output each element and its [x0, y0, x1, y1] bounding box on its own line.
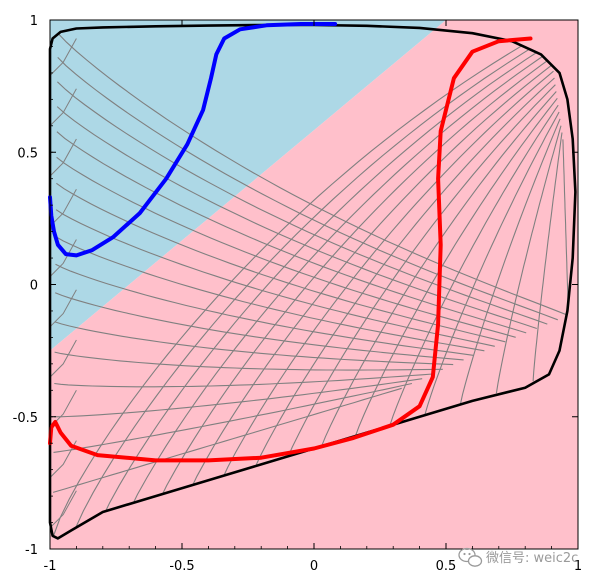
mesh-line	[353, 97, 558, 440]
mesh-line	[388, 104, 559, 429]
mesh-line	[53, 378, 423, 418]
mesh-line	[54, 292, 464, 361]
mesh-line	[52, 387, 402, 493]
mesh-line	[219, 70, 554, 484]
mesh-line	[50, 38, 77, 76]
x-tick-label: -1	[44, 559, 57, 574]
mesh-line	[423, 111, 560, 417]
mesh-line	[55, 236, 485, 352]
mesh-line	[57, 32, 569, 317]
mesh-line	[252, 77, 555, 474]
mesh-line	[532, 132, 563, 382]
mesh-line	[99, 43, 551, 524]
mesh-line	[495, 125, 562, 394]
region-pink	[50, 20, 578, 549]
series-line-red	[48, 36, 533, 463]
series-group	[48, 22, 533, 463]
x-tick-label: 0.5	[436, 559, 457, 574]
mesh-line	[459, 118, 561, 406]
mesh-line	[50, 339, 77, 378]
y-tick-label: 1	[30, 14, 38, 29]
watermark-text: 微信号: weic2c	[486, 551, 578, 566]
mesh-line	[50, 189, 77, 227]
mesh-line	[56, 106, 537, 330]
x-tick-label: 0	[310, 559, 318, 574]
mesh-line	[50, 138, 77, 177]
series-line-blue	[48, 22, 338, 258]
wechat-icon	[458, 547, 483, 567]
mesh-line	[53, 382, 413, 453]
mesh-line	[57, 81, 548, 325]
mesh-line	[52, 30, 549, 539]
mesh-line	[54, 373, 433, 388]
mesh-line	[50, 239, 77, 277]
shaded-regions	[50, 20, 578, 549]
mesh-line	[50, 490, 77, 529]
x-tick-label: -0.5	[169, 559, 194, 574]
watermark: 微信号: weic2c	[458, 547, 578, 567]
y-tick-label: -0.5	[13, 411, 38, 426]
mesh-line	[57, 57, 558, 321]
boundary-line	[48, 23, 577, 540]
y-tick-label: -1	[25, 543, 38, 558]
mesh-line	[50, 440, 77, 478]
mesh-line	[56, 156, 516, 338]
mesh-line	[54, 351, 443, 371]
mesh-line	[319, 91, 557, 452]
mesh-line	[56, 182, 506, 343]
mesh-line	[285, 84, 556, 463]
y-tick-label: 0	[30, 279, 38, 294]
mesh-line	[54, 321, 454, 366]
boundary-curve	[48, 23, 577, 540]
mesh-line	[50, 88, 77, 127]
y-tick-label: 0.5	[17, 146, 38, 161]
mesh-line	[157, 57, 553, 505]
mesh-line	[50, 289, 77, 328]
mesh-line	[73, 36, 550, 532]
mesh-line	[55, 209, 495, 347]
axes-frame: -1 -0.5 0 0.5 1 -1 -0.5 0 0.5 1	[13, 14, 583, 574]
x-tick-label: 1	[574, 559, 582, 574]
mesh-line	[55, 263, 475, 356]
mesh-line	[188, 63, 553, 495]
